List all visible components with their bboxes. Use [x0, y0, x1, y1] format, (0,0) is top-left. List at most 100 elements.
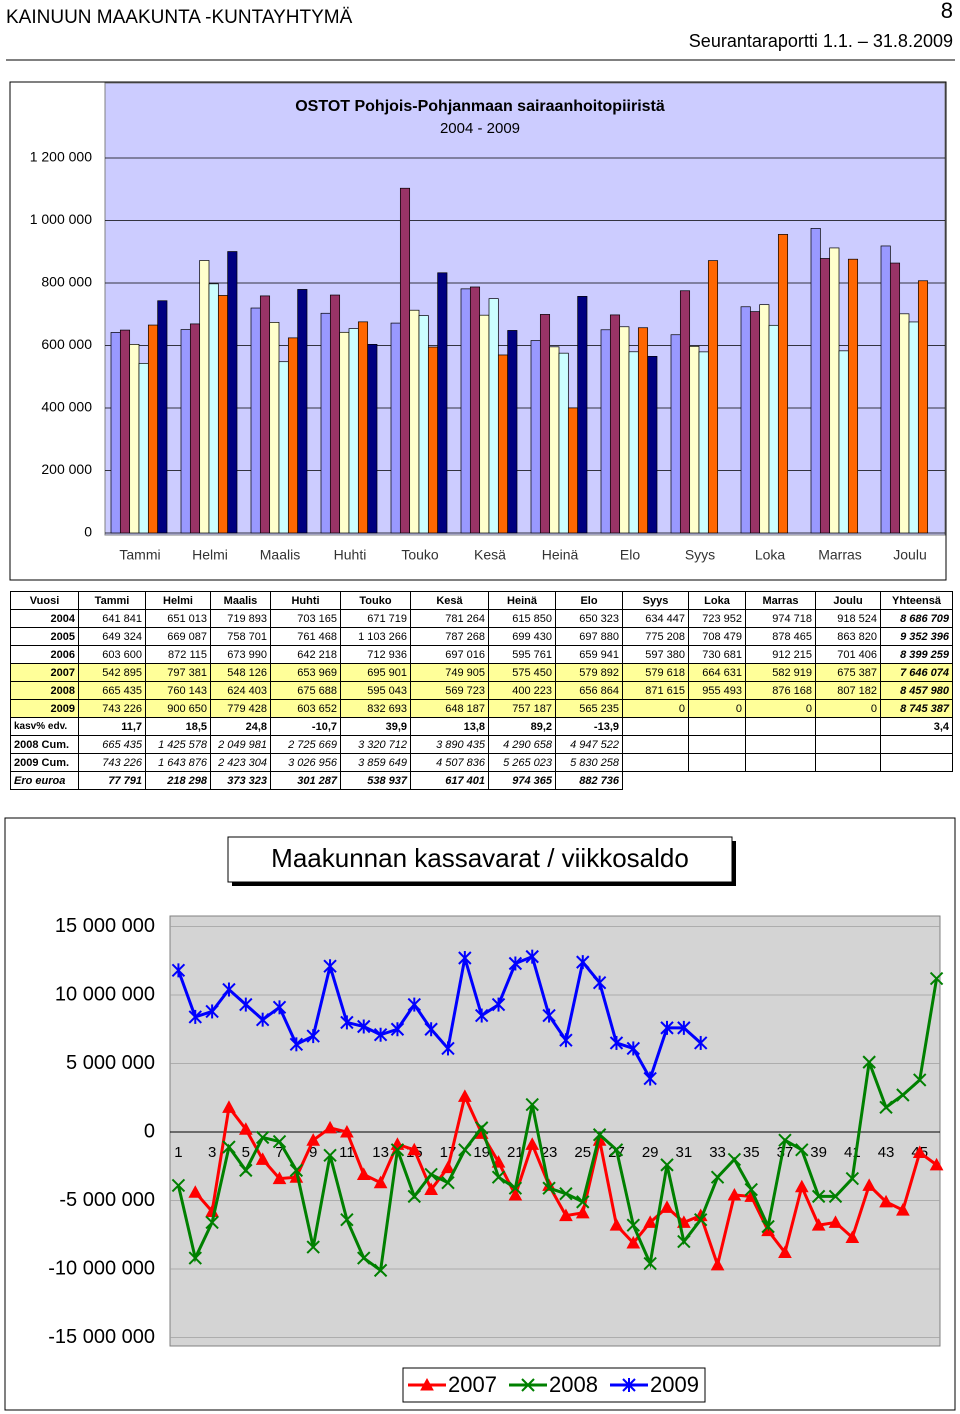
table-cell: [815, 753, 881, 772]
table-cell: 918 524: [815, 609, 881, 628]
x-tick-label: 35: [743, 1144, 760, 1161]
legend-label: 2007: [448, 1372, 497, 1397]
table-cell: [622, 753, 689, 772]
marker-shape: [340, 1124, 354, 1138]
marker-shape: [727, 1187, 742, 1201]
point-marker: [373, 1027, 388, 1042]
bar: [180, 329, 191, 534]
table-cell: 8 686 709: [880, 609, 953, 628]
point-marker: [896, 1203, 910, 1216]
point-marker: [521, 1378, 535, 1392]
marker-shape: [457, 1089, 472, 1102]
x-tick-label: 39: [810, 1144, 827, 1161]
marker-shape: [795, 1143, 809, 1157]
table-cell: 730 681: [688, 645, 746, 664]
y-tick-label: -5 000 000: [59, 1189, 155, 1211]
x-tick-label: 33: [709, 1144, 726, 1161]
marker-shape: [913, 1073, 927, 1087]
x-tick-label: 31: [676, 1144, 693, 1161]
table-row: 2004 641 841 651 013 719 893 703 165 671 719 7…: [10, 609, 953, 628]
point-marker: [272, 1000, 287, 1015]
table-cell: 675 387: [815, 663, 881, 682]
marker-shape: [441, 1160, 455, 1174]
table-cell: 699 430: [488, 627, 556, 646]
table-cell: Tammi: [78, 591, 146, 610]
x-tick-label: 9: [309, 1144, 317, 1161]
marker-shape: [660, 1200, 674, 1213]
table-cell: 603 652: [270, 699, 341, 718]
marker-shape: [879, 1100, 893, 1115]
table-cell: 24,8: [210, 717, 271, 736]
marker-shape: [458, 1143, 472, 1157]
table-cell: 761 468: [270, 627, 341, 646]
table-cell: [689, 772, 746, 790]
point-marker: [626, 1235, 641, 1249]
marker-shape: [525, 1137, 540, 1150]
y-tick-label: -10 000 000: [48, 1257, 155, 1279]
x-tick-label: Maalis: [260, 547, 300, 563]
point-marker: [222, 1100, 236, 1113]
point-marker: [912, 1145, 927, 1159]
point-marker: [424, 1167, 438, 1182]
point-marker: [255, 1012, 270, 1027]
table-cell: [688, 735, 746, 754]
point-marker: [390, 1143, 405, 1157]
point-marker: [643, 1071, 657, 1086]
marker-shape: [710, 1257, 725, 1271]
point-marker: [660, 1020, 674, 1035]
marker-shape: [508, 1187, 523, 1201]
marker-shape: [255, 1152, 270, 1165]
table-cell: 871 615: [622, 681, 689, 700]
point-marker: [340, 1212, 354, 1227]
point-marker: [542, 1008, 556, 1023]
point-marker: [222, 982, 236, 997]
table-cell: Loka: [688, 591, 746, 610]
table-cell: Elo: [555, 591, 623, 610]
marker-shape: [407, 1189, 422, 1204]
point-marker: [643, 1256, 657, 1271]
bar: [460, 288, 471, 534]
marker-shape: [626, 1218, 641, 1232]
marker-shape: [441, 1175, 455, 1190]
bar: [609, 314, 621, 534]
table-cell: 673 990: [210, 645, 271, 664]
header-subtitle: Seurantaraportti 1.1. – 31.8.2009: [689, 31, 953, 51]
point-marker: [306, 1133, 321, 1146]
point-marker: [474, 1008, 489, 1023]
marker-shape: [693, 1212, 708, 1227]
marker-shape: [239, 1163, 253, 1178]
marker-shape: [828, 1215, 843, 1228]
table-cell: 955 493: [688, 681, 746, 700]
table-cell: 876 168: [745, 681, 816, 700]
bar: [199, 260, 210, 534]
bar: [250, 307, 261, 534]
bar: [847, 258, 859, 534]
table-cell: Yhteensä: [880, 591, 953, 610]
point-marker: [778, 1133, 792, 1147]
table-cell: 2005: [10, 627, 79, 646]
bar: [810, 228, 821, 534]
legend-label: 2009: [650, 1372, 699, 1397]
point-marker: [592, 1128, 607, 1142]
point-marker: [525, 1097, 539, 1112]
table-cell: 878 465: [745, 627, 816, 646]
bar: [367, 344, 378, 534]
table-cell: 582 919: [745, 663, 816, 682]
table-cell: 912 215: [745, 645, 816, 664]
point-marker: [626, 1218, 641, 1232]
bar: [637, 327, 649, 534]
table-row: 2009 743 226 900 650 779 428 603 652 832 693 6…: [10, 699, 953, 718]
bar: [707, 260, 719, 534]
point-marker: [272, 1134, 287, 1149]
point-marker: [677, 1020, 691, 1035]
y-tick-label: 0: [144, 1120, 155, 1142]
x-tick-label: 3: [208, 1144, 216, 1161]
chart-title: OSTOT Pohjois-Pohjanmaan sairaanhoitopii…: [295, 98, 665, 115]
y-tick-label: 800 000: [41, 274, 92, 290]
table-cell: 2008 Cum.: [10, 735, 79, 754]
point-marker: [609, 1218, 624, 1231]
table-cell: 400 223: [488, 681, 556, 700]
table-cell: 39,9: [340, 717, 411, 736]
marker-shape: [188, 1185, 203, 1198]
table-cell: 8 745 387: [880, 699, 953, 718]
